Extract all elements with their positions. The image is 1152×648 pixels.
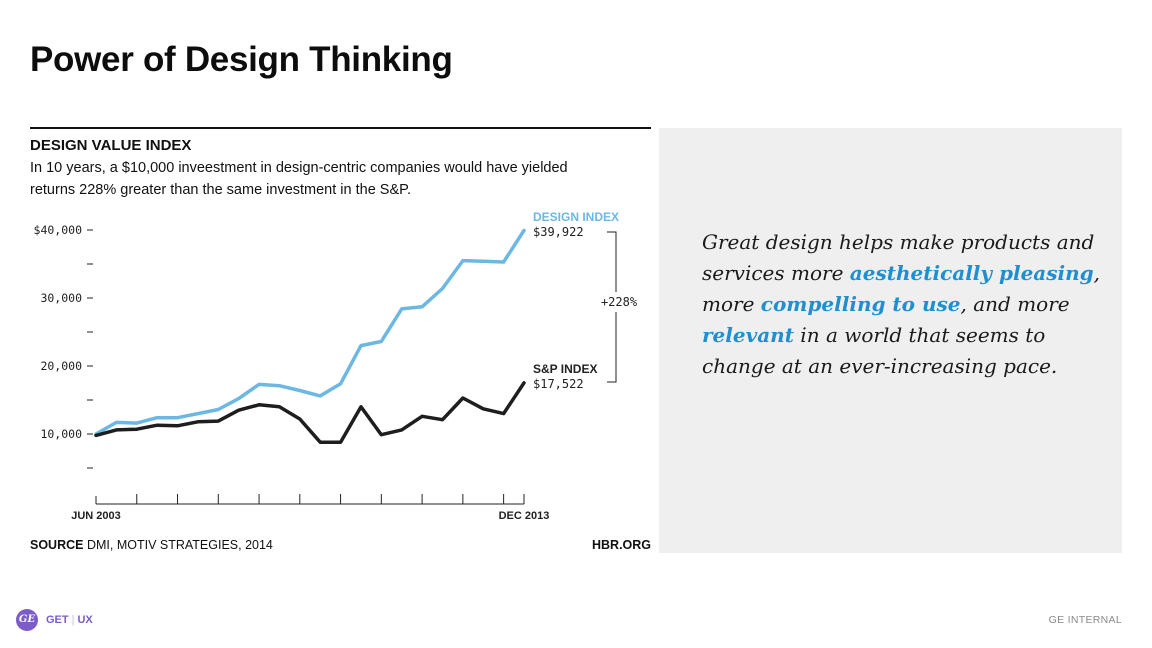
design-index-line [94, 228, 526, 436]
hbr-credit: HBR.ORG [592, 538, 652, 552]
line-chart: $40,000 30,000 20,000 10,000 JUN 2003 DEC 201… [34, 210, 645, 522]
footer-brand: GET | UX [46, 614, 93, 626]
x-label-start: JUN 2003 [71, 510, 121, 522]
source-text: DMI, MOTIV STRATEGIES, 2014 [86, 538, 273, 552]
quote-part-3: , and more [960, 292, 1070, 316]
chart-description: In 10 years, a $10,000 inveestment in de… [30, 160, 568, 198]
design-quote: Great design helps make products and ser… [702, 227, 1102, 382]
quote-highlight-compelling: compelling to use [760, 292, 961, 316]
page-title: Power of Design Thinking [30, 40, 453, 79]
sp-index-line [94, 381, 526, 444]
source-label: SOURCE [30, 538, 84, 552]
brand-separator: | [71, 614, 75, 626]
chart-top-rule [30, 127, 651, 129]
quote-part-4: in a world that seems to change at an ev… [702, 323, 1058, 378]
source-line: SOURCE DMI, MOTIV STRATEGIES, 2014 [30, 538, 273, 552]
footer-classification: GE INTERNAL [1048, 614, 1122, 626]
quote-panel: Great design helps make products and ser… [659, 128, 1122, 553]
brand-ux: UX [77, 614, 93, 626]
sp-index-value: $17,522 [533, 377, 584, 391]
x-label-end: DEC 2013 [499, 510, 550, 522]
difference-annotation: +228% [601, 295, 638, 309]
y-tick-label: 10,000 [40, 427, 82, 441]
quote-part-2: , more [702, 261, 1100, 316]
y-tick-label: 20,000 [40, 359, 82, 373]
quote-highlight-relevant: relevant [702, 323, 794, 347]
y-tick-label: $40,000 [34, 223, 83, 237]
y-tick-label: 30,000 [40, 291, 82, 305]
design-index-value: $39,922 [533, 225, 584, 239]
design-index-label: DESIGN INDEX [533, 210, 619, 224]
quote-highlight-aesthetic: aesthetically pleasing [849, 261, 1094, 285]
sp-index-label: S&P INDEX [533, 362, 597, 376]
quote-part-1: Great design helps make products and ser… [702, 230, 1095, 285]
brand-get: GET [46, 614, 69, 626]
ge-logo-icon: GE [16, 609, 38, 631]
annotation-bg [593, 292, 645, 312]
chart-heading: DESIGN VALUE INDEX [30, 137, 192, 154]
